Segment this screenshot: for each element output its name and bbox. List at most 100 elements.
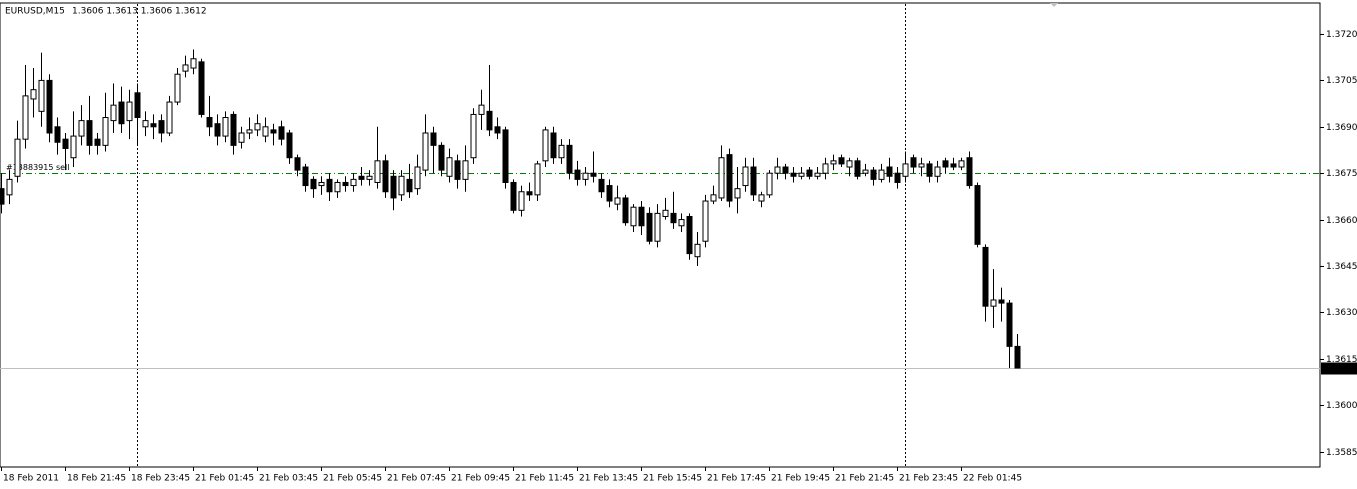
candle-body — [526, 191, 533, 196]
candle-body — [318, 181, 325, 187]
candle-body — [502, 129, 509, 183]
x-tick-label: 18 Feb 23:45 — [131, 474, 190, 484]
candle-body — [606, 185, 613, 202]
candle-body — [574, 169, 581, 180]
candle-body — [30, 89, 37, 100]
candle-body — [614, 197, 621, 205]
x-tick-label: 21 Feb 09:45 — [451, 474, 510, 484]
candle-body — [446, 157, 453, 177]
y-tick-label: 1.3615 — [1326, 355, 1357, 365]
x-tick-label: 21 Feb 11:45 — [515, 474, 574, 484]
candle-body — [14, 138, 21, 177]
candle-body — [142, 120, 149, 128]
candle-body — [134, 92, 141, 119]
candle-body — [694, 243, 701, 258]
candle-body — [46, 79, 53, 134]
bid-label: 1.3612 — [1325, 364, 1357, 374]
candle-body — [790, 172, 797, 177]
candle-body — [806, 169, 813, 177]
candle-body — [350, 178, 357, 187]
candle-body — [646, 212, 653, 242]
candle-body — [214, 123, 221, 137]
candle-body — [406, 178, 413, 193]
candle-body — [550, 132, 557, 159]
candle-body — [966, 157, 973, 187]
candle-body — [158, 120, 165, 134]
candle-body — [1014, 345, 1021, 369]
candle-body — [334, 181, 341, 193]
candle-body — [246, 129, 253, 134]
candle-body — [734, 188, 741, 199]
x-tick-label: 22 Feb 01:45 — [963, 474, 1022, 484]
y-tick-label: 1.3675 — [1326, 169, 1357, 179]
candle-body — [390, 175, 397, 199]
candle-body — [422, 132, 429, 171]
candle-body — [814, 172, 821, 177]
order-label: #13883915 sell — [6, 163, 70, 172]
candle-body — [398, 175, 405, 196]
candle-body — [982, 246, 989, 307]
candle-body — [630, 206, 637, 227]
candle-body — [534, 163, 541, 196]
candle-body — [78, 120, 85, 137]
candle-body — [582, 172, 589, 180]
candle-body — [198, 61, 205, 115]
x-tick-label: 21 Feb 03:45 — [259, 474, 318, 484]
bid-box — [1321, 362, 1357, 375]
candle-body — [462, 160, 469, 180]
candle-body — [886, 166, 893, 177]
candle-body — [622, 197, 629, 224]
candle-body — [918, 163, 925, 168]
x-tick-label: 21 Feb 01:45 — [195, 474, 254, 484]
x-tick-label: 18 Feb 21:45 — [67, 474, 126, 484]
candle-body — [774, 166, 781, 174]
candle-body — [86, 120, 93, 146]
candle-body — [294, 157, 301, 171]
candle-body — [230, 113, 237, 146]
candle-body — [126, 101, 133, 122]
candle-body — [542, 129, 549, 162]
candle-body — [934, 166, 941, 177]
candle-body — [454, 160, 461, 180]
candle-body — [150, 123, 157, 128]
candle-body — [438, 144, 445, 171]
x-tick-label: 21 Feb 13:45 — [579, 474, 638, 484]
candle-body — [510, 181, 517, 211]
x-tick-label: 21 Feb 17:45 — [707, 474, 766, 484]
candle-body — [782, 166, 789, 174]
quote: 1.3606 1.3613 1.3606 1.3612 — [72, 7, 207, 17]
candle-body — [62, 138, 69, 149]
candle-body — [566, 144, 573, 174]
candle-body — [910, 157, 917, 168]
candle-body — [182, 64, 189, 72]
candle-body — [798, 172, 805, 177]
y-tick-label: 1.3720 — [1326, 30, 1357, 40]
candle-body — [366, 175, 373, 180]
candle-body — [678, 219, 685, 227]
x-tick-label: 21 Feb 05:45 — [323, 474, 382, 484]
candle-body — [206, 117, 213, 128]
candle-body — [38, 79, 45, 112]
candle-body — [190, 58, 197, 69]
candle-body — [862, 169, 869, 174]
candle-body — [718, 157, 725, 199]
y-tick-label: 1.3645 — [1326, 262, 1357, 272]
candle-body — [702, 200, 709, 242]
candle-body — [878, 169, 885, 180]
candle-body — [558, 144, 565, 159]
candle-body — [990, 299, 997, 307]
candle-body — [662, 209, 669, 217]
y-tick-label: 1.3705 — [1326, 76, 1357, 86]
x-tick-label: 21 Feb 23:45 — [899, 474, 958, 484]
candle-body — [166, 101, 173, 134]
candle-body — [270, 129, 277, 134]
candle-body — [414, 166, 421, 190]
candle-body — [174, 73, 181, 103]
candle-body — [118, 101, 125, 125]
x-tick-label: 21 Feb 21:45 — [835, 474, 894, 484]
candle-body — [670, 212, 677, 224]
shift-marker — [1050, 3, 1058, 7]
candle-body — [998, 299, 1005, 304]
candle-body — [870, 169, 877, 180]
